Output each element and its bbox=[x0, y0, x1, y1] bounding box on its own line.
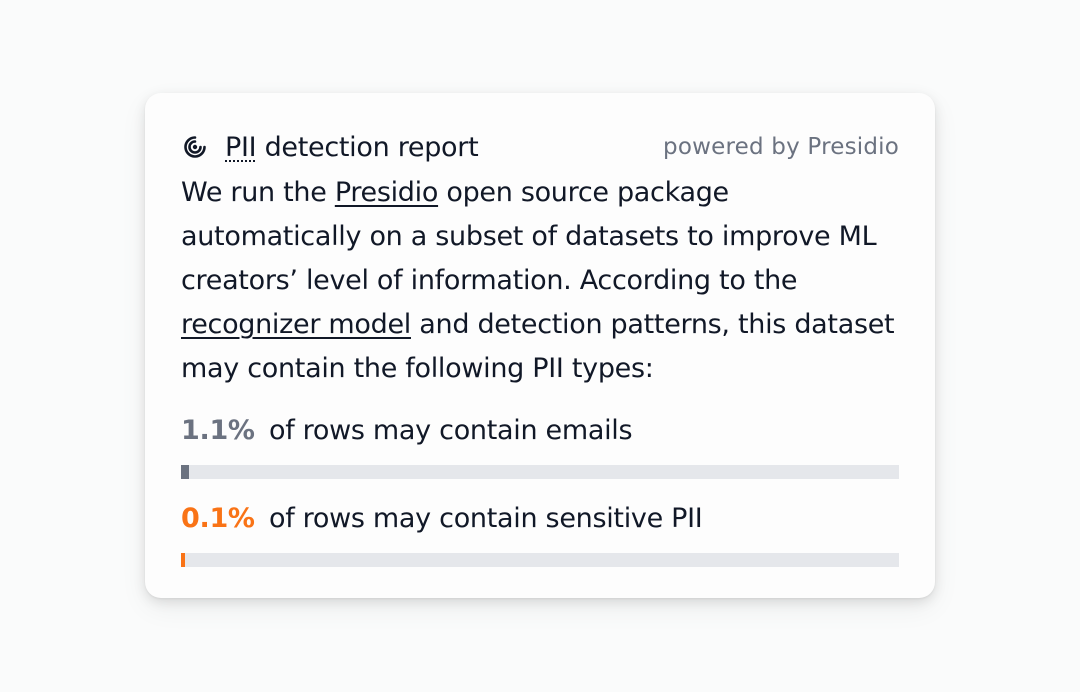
pii-abbreviation[interactable]: PII bbox=[225, 131, 257, 163]
metric-emails-bar-fill bbox=[181, 465, 189, 479]
report-description: We run the Presidio open source package … bbox=[181, 171, 911, 391]
report-title: PII detection report bbox=[225, 131, 479, 163]
presidio-logo-icon bbox=[183, 135, 207, 159]
metric-sensitive-pii-percent: 0.1% bbox=[181, 503, 255, 534]
metric-emails-label: of rows may contain emails bbox=[260, 415, 633, 446]
metric-sensitive-pii-text: 0.1% of rows may contain sensitive PII bbox=[181, 497, 899, 541]
report-title-text: detection report bbox=[256, 131, 479, 163]
description-text-1: We run the bbox=[181, 177, 335, 208]
pii-report-card: PII detection report powered by Presidio… bbox=[145, 93, 935, 598]
metric-sensitive-pii-bar bbox=[181, 553, 899, 567]
metric-emails-percent: 1.1% bbox=[181, 415, 255, 446]
report-title-group: PII detection report bbox=[181, 131, 479, 163]
metric-sensitive-pii-label: of rows may contain sensitive PII bbox=[260, 503, 703, 534]
metric-emails-bar bbox=[181, 465, 899, 479]
powered-by-label: powered by Presidio bbox=[663, 134, 899, 160]
metric-sensitive-pii-bar-fill bbox=[181, 553, 185, 567]
metric-emails-text: 1.1% of rows may contain emails bbox=[181, 409, 899, 453]
report-header: PII detection report powered by Presidio bbox=[181, 127, 899, 167]
description-text-2: open source package automatically on a s… bbox=[181, 177, 877, 296]
description-text-3: and detection patterns, this dataset may… bbox=[181, 309, 895, 384]
metric-emails: 1.1% of rows may contain emails bbox=[181, 409, 899, 479]
recognizer-model-link[interactable]: recognizer model bbox=[181, 309, 411, 340]
metric-sensitive-pii: 0.1% of rows may contain sensitive PII bbox=[181, 497, 899, 567]
presidio-link[interactable]: Presidio bbox=[334, 177, 439, 208]
